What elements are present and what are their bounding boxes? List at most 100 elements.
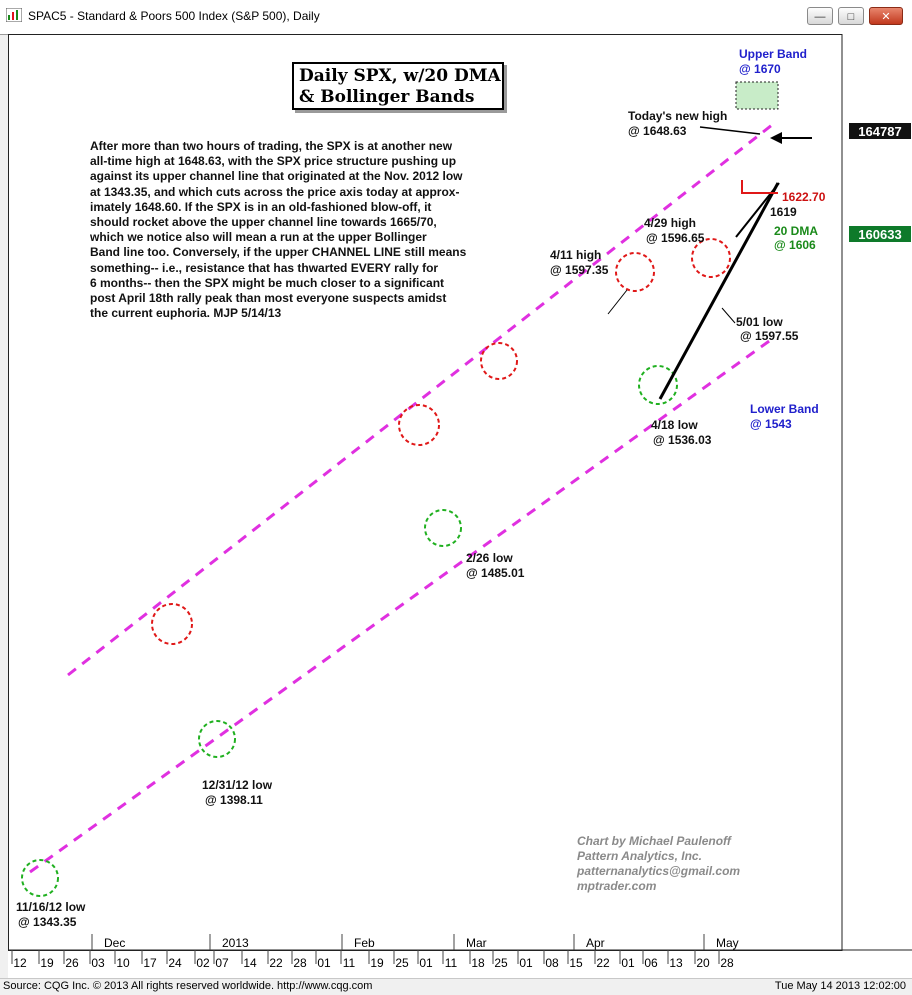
credit-line: Pattern Analytics, Inc. xyxy=(577,849,702,863)
x-tick-label: 07 xyxy=(215,956,229,970)
price-chart: Upper Band@ 1670 Today's new high@ 1648.6… xyxy=(8,34,912,970)
x-tick-label: 22 xyxy=(269,956,283,970)
x-tick-label: 11 xyxy=(343,956,356,970)
apr18-low-label-2: @ 1536.03 xyxy=(653,433,712,447)
commentary-line: at 1343.35, and which cuts across the pr… xyxy=(90,184,460,199)
commentary-line: all-time high at 1648.63, with the SPX p… xyxy=(90,154,457,169)
x-tick-label: 17 xyxy=(143,956,157,970)
window-title-bar: SPAC5 - Standard & Poors 500 Index (S&P … xyxy=(0,0,912,35)
red-dashed-circle xyxy=(615,252,655,292)
status-timestamp: Tue May 14 2013 12:02:00 xyxy=(774,980,906,992)
dma20-label-1: 20 DMA xyxy=(774,224,818,238)
credit-line: patternanalytics@gmail.com xyxy=(576,864,740,878)
x-tick-label: 20 xyxy=(696,956,710,970)
green-dashed-circle xyxy=(638,365,678,405)
x-tick-label: 24 xyxy=(168,956,182,970)
commentary-line: imately 1648.60. If the SPX is in an old… xyxy=(90,199,432,214)
x-tick-label: 19 xyxy=(40,956,54,970)
status-bar: Source: CQG Inc. © 2013 All rights reser… xyxy=(0,978,912,995)
red-dashed-circle xyxy=(480,342,518,380)
level-1622-bracket xyxy=(741,180,778,194)
dec31-low-label-1: 12/31/12 low xyxy=(202,778,273,792)
x-tick-label: 25 xyxy=(494,956,508,970)
x-month-label: Mar xyxy=(466,936,487,950)
commentary-line: 6 months-- then the SPX might be much cl… xyxy=(90,275,445,290)
price-tag-2-box xyxy=(849,226,911,242)
x-month-label: May xyxy=(716,936,739,950)
red-dashed-circle xyxy=(691,238,731,278)
red-dashed-circle xyxy=(151,603,193,645)
green-dashed-circle xyxy=(198,720,236,758)
x-tick-label: 13 xyxy=(669,956,683,970)
x-tick-label: 28 xyxy=(293,956,307,970)
commentary-line: Band line too. Conversely, if the upper … xyxy=(90,245,467,260)
x-tick-label: 01 xyxy=(519,956,533,970)
upper-band-label-2: @ 1670 xyxy=(739,62,781,76)
commentary-line: post April 18th rally peak than most eve… xyxy=(90,291,447,306)
red-dashed-circle xyxy=(398,404,440,446)
x-tick-label: 01 xyxy=(317,956,331,970)
upper-band-target-box xyxy=(735,81,779,110)
x-tick-label: 08 xyxy=(545,956,559,970)
apr29-high-label-1: 4/29 high xyxy=(644,216,696,230)
commentary-line: against its upper channel line that orig… xyxy=(90,169,463,184)
price-tag-1-box xyxy=(849,123,911,139)
green-dashed-circle xyxy=(424,509,462,547)
todays-high-arrow-head xyxy=(770,132,782,144)
window-title: SPAC5 - Standard & Poors 500 Index (S&P … xyxy=(28,9,320,23)
credit-line: mptrader.com xyxy=(577,879,657,893)
may01-low-label-1: 5/01 low xyxy=(736,315,783,329)
apr29-high-label-2: @ 1596.65 xyxy=(646,231,705,245)
price-tag-2-label: 160633 xyxy=(858,227,901,242)
upper-channel-line xyxy=(67,123,773,677)
x-tick-label: 19 xyxy=(370,956,384,970)
x-tick-label: 11 xyxy=(445,956,458,970)
apr11-high-label-1: 4/11 high xyxy=(550,248,601,262)
maximize-button[interactable]: □ xyxy=(838,7,864,25)
x-tick-label: 03 xyxy=(91,956,105,970)
commentary-text: After more than two hours of trading, th… xyxy=(90,139,530,321)
level-1619-label: 1619 xyxy=(770,205,797,219)
close-button[interactable]: ✕ xyxy=(869,7,903,25)
apr11-pointer-line xyxy=(607,289,628,315)
chart-title-box: Daily SPX, w/20 DMA & Bollinger Bands xyxy=(292,62,504,110)
chart-title-line-1: Daily SPX, w/20 DMA xyxy=(299,66,501,86)
x-tick-label: 01 xyxy=(621,956,635,970)
lower-band-label-2: @ 1543 xyxy=(750,417,792,431)
commentary-line: should rocket above the upper channel li… xyxy=(90,215,437,230)
x-tick-label: 10 xyxy=(116,956,130,970)
chart-frame: Upper Band @ 1670 Today's new high @ 1648.6… xyxy=(8,34,912,978)
x-month-label: Feb xyxy=(354,936,375,950)
todays-high-label-2: @ 1648.63 xyxy=(628,124,687,138)
x-tick-label: 06 xyxy=(644,956,658,970)
x-tick-label: 14 xyxy=(243,956,257,970)
x-month-label: 2013 xyxy=(222,936,249,950)
green-dashed-circle xyxy=(21,859,59,897)
x-tick-label: 25 xyxy=(395,956,409,970)
todays-high-label-1: Today's new high xyxy=(628,109,727,123)
commentary-line: After more than two hours of trading, th… xyxy=(90,139,453,153)
minimize-button[interactable]: — xyxy=(807,7,833,25)
app-icon xyxy=(6,8,22,22)
feb26-low-label-1: 2/26 low xyxy=(466,551,513,565)
nov16-low-label-2: @ 1343.35 xyxy=(18,915,77,929)
nov16-low-label-1: 11/16/12 low xyxy=(16,900,86,914)
dma20-label-2: @ 1606 xyxy=(774,238,816,252)
credit-line: Chart by Michael Paulenoff xyxy=(577,834,732,848)
x-tick-label: 01 xyxy=(419,956,433,970)
feb26-low-label-2: @ 1485.01 xyxy=(466,566,525,580)
x-tick-label: 12 xyxy=(13,956,27,970)
x-tick-label: 18 xyxy=(471,956,485,970)
upper-band-label-1: Upper Band xyxy=(739,47,807,61)
level-1622-label: 1622.70 xyxy=(782,190,826,204)
apr18-low-label-1: 4/18 low xyxy=(651,418,698,432)
may01-low-label-2: @ 1597.55 xyxy=(740,329,799,343)
primary-trendline xyxy=(658,182,780,400)
x-tick-label: 15 xyxy=(569,956,583,970)
todays-high-pointer-line xyxy=(699,126,761,135)
may01-pointer-line xyxy=(721,307,736,324)
dec31-low-label-2: @ 1398.11 xyxy=(205,793,263,807)
apr11-high-label-2: @ 1597.35 xyxy=(550,263,609,277)
x-tick-label: 02 xyxy=(196,956,210,970)
x-tick-label: 28 xyxy=(720,956,734,970)
